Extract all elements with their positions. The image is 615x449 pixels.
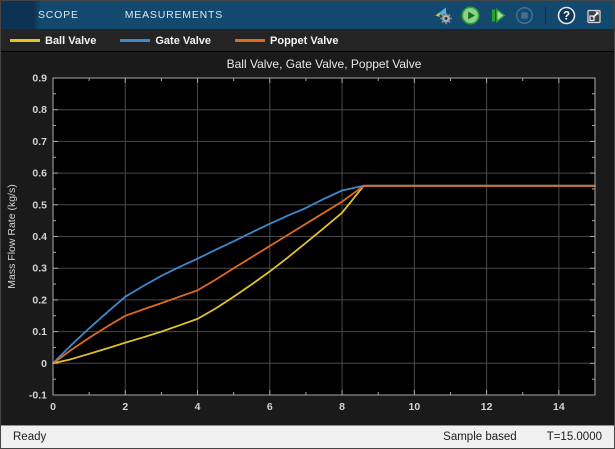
toolbar-separator (545, 6, 546, 24)
svg-text:0.6: 0.6 (32, 168, 47, 180)
svg-text:8: 8 (339, 401, 345, 413)
legend-swatch-poppet-valve (235, 39, 266, 42)
step-forward-button[interactable] (487, 5, 508, 26)
svg-text:12: 12 (481, 401, 493, 413)
svg-text:14: 14 (553, 401, 565, 413)
status-bar: Ready Sample based T=15.0000 (1, 425, 614, 448)
legend: Ball Valve Gate Valve Poppet Valve (1, 30, 614, 52)
plot-region: 0 2 4 6 8 10 12 14 -0.1 0 0.1 0.2 0.3 0.4 0.5 0.6 0.7 0.8… (1, 52, 614, 425)
svg-text:0.5: 0.5 (32, 199, 47, 211)
legend-item-poppet-valve[interactable]: Poppet Valve (235, 34, 339, 47)
svg-text:0: 0 (41, 358, 47, 370)
svg-text:Mass Flow Rate (kg/s): Mass Flow Rate (kg/s) (6, 184, 18, 288)
sample-mode-label: Sample based (443, 431, 517, 443)
simulation-settings-button[interactable] (433, 5, 454, 26)
stop-icon (515, 6, 534, 24)
stop-button[interactable] (514, 5, 535, 26)
svg-text:0.1: 0.1 (32, 326, 47, 338)
legend-item-ball-valve[interactable]: Ball Valve (10, 35, 96, 47)
svg-text:Ball Valve, Gate Valve, Poppet: Ball Valve, Gate Valve, Poppet Valve (227, 57, 422, 71)
svg-text:0.8: 0.8 (32, 104, 47, 116)
pop-out-button[interactable] (583, 5, 604, 26)
svg-text:0: 0 (50, 401, 56, 413)
toolstrip: SCOPE MEASUREMENTS (1, 1, 614, 30)
help-button[interactable]: ? (556, 5, 577, 26)
svg-text:0.7: 0.7 (32, 136, 47, 148)
legend-label: Gate Valve (155, 34, 212, 47)
svg-text:0.4: 0.4 (32, 231, 47, 243)
run-icon (461, 6, 480, 24)
run-button[interactable] (460, 5, 481, 26)
pop-out-icon (587, 9, 601, 23)
legend-item-gate-valve[interactable]: Gate Valve (120, 35, 211, 47)
svg-text:-0.1: -0.1 (29, 390, 47, 402)
chart-svg[interactable]: 0 2 4 6 8 10 12 14-0.100.10.20.30.40.50.60.70.8… (1, 52, 614, 426)
help-icon: ? (557, 6, 576, 24)
svg-text:2: 2 (122, 401, 128, 413)
status-right-group: Sample based T=15.0000 (443, 431, 602, 443)
legend-label: Ball Valve (45, 34, 97, 47)
legend-swatch-ball-valve (10, 39, 40, 42)
legend-label: Poppet Valve (270, 34, 339, 47)
tab-measurements[interactable]: MEASUREMENTS (124, 9, 224, 21)
step-forward-icon (492, 7, 506, 23)
svg-text:0.2: 0.2 (32, 294, 47, 306)
legend-swatch-gate-valve (120, 39, 151, 42)
svg-text:?: ? (563, 10, 570, 22)
simulation-time-label: T=15.0000 (546, 431, 602, 443)
toolbar-button-group: ? (433, 5, 614, 26)
svg-text:10: 10 (408, 401, 420, 413)
svg-text:0.9: 0.9 (32, 73, 47, 85)
svg-text:6: 6 (267, 401, 273, 413)
toolstrip-tabs: SCOPE MEASUREMENTS (1, 1, 223, 29)
svg-text:4: 4 (195, 401, 201, 413)
simulation-settings-icon (435, 7, 452, 24)
tab-scope[interactable]: SCOPE (38, 9, 79, 21)
status-text: Ready (13, 431, 47, 443)
svg-text:0.3: 0.3 (32, 263, 47, 275)
